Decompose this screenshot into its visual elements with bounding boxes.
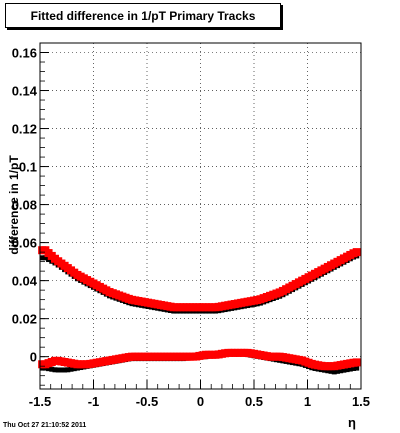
data-point: [352, 248, 361, 257]
y-tick-label: 0.16: [12, 46, 37, 61]
data-point: [68, 366, 74, 372]
data-point: [49, 366, 55, 372]
data-point: [58, 367, 64, 373]
data-point: [328, 368, 334, 374]
data-point: [71, 366, 77, 372]
y-tick-label: 0.1: [19, 160, 37, 175]
series-1: [38, 246, 361, 312]
timestamp: Thu Oct 27 21:10:52 2011: [3, 422, 87, 429]
chart-title-box: Fitted difference in 1/pT Primary Tracks: [5, 3, 281, 28]
data-point: [39, 255, 45, 261]
data-point: [344, 367, 350, 373]
x-tick-label: 0: [197, 394, 204, 409]
data-point: [338, 368, 344, 374]
data-point: [42, 255, 48, 261]
tick-labels: -1.5 -1 -0.5 0 0.5 1 1.5 0 0.02 0.04 0.06 0.08 0.1 0.…: [12, 46, 370, 409]
y-tick-label: 0.02: [12, 312, 37, 327]
y-tick-label: 0.08: [12, 198, 37, 213]
y-tick-label: 0.12: [12, 122, 37, 137]
y-tick-label: 0: [30, 350, 37, 365]
data-point: [46, 366, 52, 372]
x-tick-label: -1.5: [29, 394, 51, 409]
y-tick-label: 0.04: [12, 274, 38, 289]
data-point: [354, 365, 360, 371]
grid: [40, 43, 361, 389]
data-point: [65, 367, 71, 373]
chart-title: Fitted difference in 1/pT Primary Tracks: [30, 9, 256, 23]
x-tick-label: 0.5: [245, 394, 263, 409]
data-point: [62, 367, 68, 373]
data-point: [334, 368, 340, 374]
data-point: [331, 369, 337, 375]
x-tick-label: -1: [88, 394, 100, 409]
data-point: [351, 365, 357, 371]
data-point: [52, 367, 58, 373]
series-3: [38, 348, 361, 371]
data-point: [352, 358, 361, 367]
y-tick-label: 0.14: [12, 84, 38, 99]
x-tick-label: 1: [304, 394, 311, 409]
x-axis-label: η: [348, 415, 356, 430]
data-point: [347, 366, 353, 372]
data-points: [38, 246, 361, 375]
data-point: [325, 368, 331, 374]
y-tick-label: 0.06: [12, 236, 37, 251]
axis-ticks: [39, 52, 362, 389]
x-tick-label: 1.5: [352, 394, 370, 409]
x-tick-label: -0.5: [136, 394, 158, 409]
y-axis-label: difference in 1/pT: [7, 155, 21, 255]
data-point: [341, 367, 347, 373]
data-point: [55, 367, 61, 373]
